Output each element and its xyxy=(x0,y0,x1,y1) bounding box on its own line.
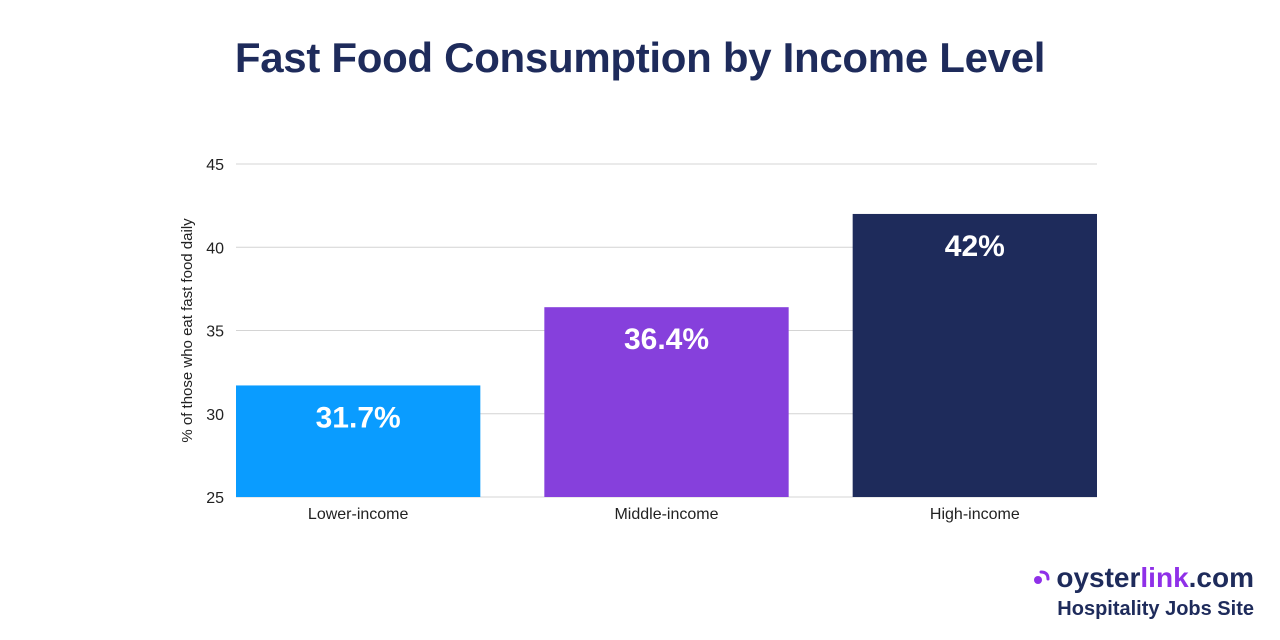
x-tick-label: High-income xyxy=(930,506,1020,523)
data-label: 36.4% xyxy=(624,323,709,356)
bar xyxy=(544,307,789,497)
y-tick-label: 40 xyxy=(206,240,224,257)
brand-logo[interactable]: oyster link .com xyxy=(1032,562,1254,594)
data-label: 31.7% xyxy=(316,401,401,434)
bar xyxy=(236,385,481,497)
y-axis-label: % of those who eat fast food daily xyxy=(179,218,196,443)
bar xyxy=(852,213,1097,497)
chart-title: Fast Food Consumption by Income Level xyxy=(234,34,1046,81)
y-tick-label: 35 xyxy=(206,324,224,341)
brand-tagline: Hospitality Jobs Site xyxy=(1057,598,1254,620)
y-tick-label: 25 xyxy=(206,490,224,507)
data-label: 42% xyxy=(945,230,1005,263)
y-tick-label: 30 xyxy=(206,407,224,424)
x-tick-label: Middle-income xyxy=(614,506,718,523)
brand-name-part2: link xyxy=(1140,562,1189,593)
brand-name-part1: oyster xyxy=(1056,562,1141,593)
y-tick-label: 45 xyxy=(206,157,224,174)
x-tick-label: Lower-income xyxy=(308,506,409,523)
brand-name-part3: .com xyxy=(1188,562,1254,593)
oysterlink-logo-icon xyxy=(1034,570,1050,584)
brand-block: oyster link .com Hospitality Jobs Site xyxy=(1032,562,1254,621)
